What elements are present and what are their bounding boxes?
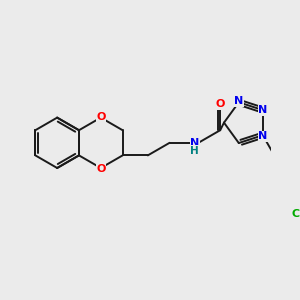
Text: N: N: [258, 131, 267, 141]
Text: N: N: [190, 138, 200, 148]
Text: H: H: [190, 146, 199, 156]
Text: N: N: [258, 105, 267, 115]
Text: O: O: [96, 164, 106, 174]
Text: O: O: [96, 112, 106, 122]
Text: N: N: [234, 96, 243, 106]
Text: Cl: Cl: [291, 209, 300, 219]
Text: O: O: [215, 99, 225, 109]
